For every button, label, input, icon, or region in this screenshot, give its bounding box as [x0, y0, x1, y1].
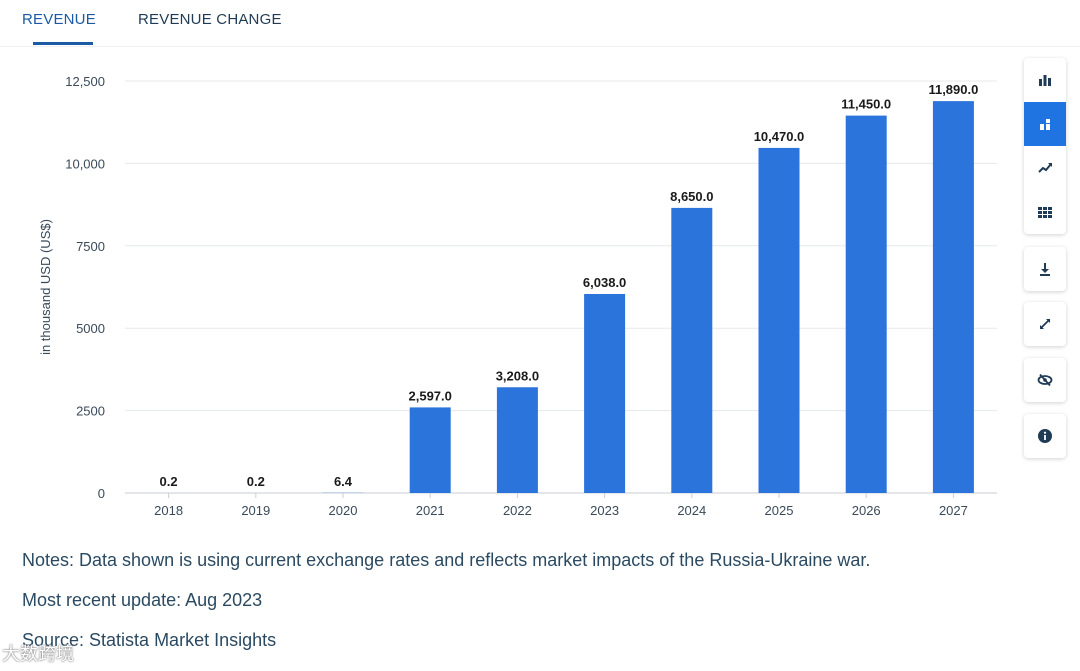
bar-2023 — [584, 293, 626, 493]
x-tick-label: 2021 — [416, 503, 445, 518]
tab-bar: REVENUE REVENUE CHANGE — [0, 0, 1080, 47]
table-view-button[interactable] — [1024, 190, 1066, 234]
x-tick-label: 2023 — [590, 503, 619, 518]
tab-revenue[interactable]: REVENUE — [22, 11, 96, 28]
table-icon — [1038, 207, 1052, 218]
update-date: Most recent update: Aug 2023 — [22, 590, 263, 610]
watermark-logo: 大数跨境 — [2, 644, 74, 664]
data-label: 11,890.0 — [928, 82, 978, 97]
data-label: 0.2 — [160, 474, 178, 489]
chart-type-toolbar — [1024, 58, 1066, 234]
x-tick-label: 2022 — [503, 503, 532, 518]
revenue-bar-chart: 0 2500 5000 7500 10,000 12,500 in thousand USD… — [38, 74, 997, 518]
y-tick-label: 10,000 — [65, 156, 105, 171]
source-link[interactable]: Source: Statista Market Insights — [22, 630, 277, 650]
hide-button[interactable] — [1024, 358, 1066, 402]
eye-off-icon — [1037, 373, 1053, 387]
data-label: 8,650.0 — [670, 189, 713, 204]
bar-chart-icon — [1039, 75, 1051, 86]
data-label: 0.2 — [247, 474, 265, 489]
y-tick-label: 0 — [98, 486, 105, 501]
tab-revenue-change[interactable]: REVENUE CHANGE — [138, 11, 282, 28]
chart-note: Notes: Data shown is using current excha… — [22, 550, 871, 570]
info-button[interactable] — [1024, 414, 1066, 458]
x-tick-label: 2024 — [677, 503, 706, 518]
trend-line-icon — [1038, 163, 1052, 173]
bar-2022 — [496, 387, 538, 493]
bar-2025 — [758, 147, 800, 493]
bar-2024 — [671, 207, 713, 493]
data-label: 2,597.0 — [409, 388, 452, 403]
x-tick-label: 2026 — [852, 503, 881, 518]
x-tick-label: 2020 — [329, 503, 358, 518]
bar-2027 — [932, 101, 974, 494]
info-icon — [1038, 429, 1052, 443]
y-tick-label: 5000 — [76, 321, 105, 336]
bar-chart-button[interactable] — [1024, 58, 1066, 102]
download-button[interactable] — [1024, 247, 1066, 291]
expand-icon — [1040, 319, 1050, 329]
data-label: 11,450.0 — [841, 97, 891, 112]
data-label: 10,470.0 — [754, 129, 805, 144]
trend-line-button[interactable] — [1024, 146, 1066, 190]
y-tick-label: 2500 — [76, 404, 105, 419]
data-label: 6,038.0 — [583, 275, 626, 290]
bar-2026 — [845, 115, 887, 493]
data-label: 6.4 — [334, 474, 353, 489]
data-label: 3,208.0 — [496, 368, 539, 383]
y-tick-label: 7500 — [76, 239, 105, 254]
stacked-bar-button[interactable] — [1024, 102, 1066, 146]
y-tick-label: 12,500 — [65, 74, 105, 89]
stacked-bar-icon — [1040, 119, 1050, 130]
active-tab-indicator — [33, 42, 93, 45]
x-tick-label: 2025 — [765, 503, 794, 518]
y-axis-label: in thousand USD (US$) — [38, 219, 53, 355]
bar-2021 — [409, 407, 451, 493]
download-icon — [1040, 263, 1050, 276]
x-tick-label: 2018 — [154, 503, 183, 518]
fullscreen-button[interactable] — [1024, 302, 1066, 346]
x-tick-label: 2027 — [939, 503, 968, 518]
x-tick-label: 2019 — [241, 503, 270, 518]
